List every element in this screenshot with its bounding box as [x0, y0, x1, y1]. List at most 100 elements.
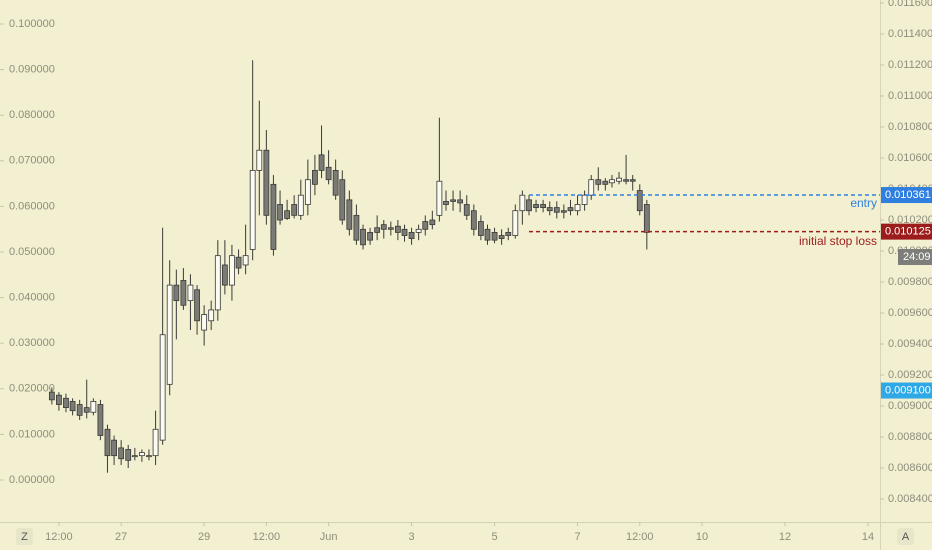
candle-body: [484, 228, 491, 241]
candle-body: [63, 397, 69, 408]
candle-body: [90, 400, 97, 413]
y-tick-label: 0.008400: [888, 493, 932, 505]
candle-body: [332, 169, 339, 196]
x-tick-label: Jun: [320, 531, 338, 543]
candle-body: [567, 207, 574, 212]
y-tick-label: 0.008600: [888, 462, 932, 474]
y2-tick-label: 0.020000: [9, 383, 55, 395]
candle-body: [180, 280, 187, 306]
candle-body: [263, 149, 270, 216]
candle-body: [574, 204, 581, 212]
candle-body: [284, 210, 291, 219]
candle-body: [540, 204, 547, 208]
countdown: 24:09: [903, 251, 931, 263]
y-tick-label: 0.011600: [888, 0, 932, 9]
candle-body: [533, 204, 539, 208]
x-tick-label: 27: [115, 531, 127, 543]
candle-body: [498, 235, 505, 240]
x-tick-label: 14: [862, 531, 874, 543]
y-tick-label: 0.011400: [888, 28, 932, 40]
price-tag: [881, 382, 932, 399]
candle-body: [588, 179, 595, 196]
candle-body: [353, 214, 360, 241]
zoom-button-bg[interactable]: [16, 528, 33, 545]
y2-tick-label: 0.090000: [9, 63, 55, 75]
candle-body: [546, 207, 553, 212]
y2-tick-label: 0.060000: [9, 200, 55, 212]
candle-body: [602, 180, 609, 185]
price-tag: [881, 187, 932, 204]
candle-body: [457, 199, 464, 204]
price-tag: [881, 223, 932, 240]
y-tick-label: 0.010800: [888, 121, 932, 133]
candle-body: [69, 400, 76, 412]
candle-body: [318, 154, 325, 171]
candle-body: [111, 439, 117, 457]
candle-body: [623, 179, 629, 182]
candle-body: [443, 200, 449, 205]
candle-body: [131, 455, 138, 458]
candle-body: [256, 149, 263, 171]
candle-body: [242, 255, 249, 266]
candle-body: [581, 194, 588, 205]
y-tick-label: 0.011000: [888, 90, 932, 102]
candle-body: [97, 404, 104, 436]
candle-body: [360, 228, 366, 246]
y-tick-label: 0.010600: [888, 152, 932, 164]
price-tag-label: 0.010361: [885, 189, 931, 201]
candle-body: [519, 194, 526, 212]
x-tick-label: 12:00: [45, 531, 73, 543]
x-tick-label: 29: [198, 531, 210, 543]
x-tick-label: 12:00: [253, 531, 281, 543]
zoom-button[interactable]: Z: [21, 531, 28, 543]
y-tick-label: 0.009800: [888, 276, 932, 288]
candle-body: [450, 199, 456, 202]
candle-body: [429, 219, 436, 226]
candle-body: [76, 404, 83, 416]
candle-body: [118, 447, 125, 460]
candle-body: [48, 391, 55, 401]
level-label: initial stop loss: [799, 234, 877, 248]
candle-body: [166, 284, 173, 385]
candle-body: [616, 177, 622, 182]
candle-body: [491, 232, 498, 241]
y2-tick-label: 0.000000: [9, 474, 55, 486]
candle-body: [229, 255, 235, 286]
candle-body: [312, 169, 318, 185]
x-tick-label: 3: [409, 531, 415, 543]
level-label: entry: [850, 196, 877, 210]
candle-body: [636, 190, 643, 212]
candle-body: [138, 452, 145, 457]
candle-body: [325, 166, 332, 181]
candle-body: [277, 204, 283, 221]
candle-body: [422, 221, 429, 230]
candle-body: [470, 210, 477, 230]
candle-body: [304, 179, 311, 205]
candle-body: [339, 179, 346, 221]
candle-body: [387, 227, 394, 230]
candle-body: [553, 207, 560, 213]
candle-body: [526, 199, 532, 212]
candle-body: [477, 221, 484, 236]
candle-body: [505, 232, 512, 236]
auto-button-bg[interactable]: [897, 528, 914, 545]
y2-tick-label: 0.070000: [9, 155, 55, 167]
candle-body: [297, 194, 304, 216]
y-tick-label: 0.011200: [888, 59, 932, 71]
candle-body: [629, 179, 636, 182]
candle-body: [173, 284, 180, 302]
candle-body: [249, 169, 256, 250]
candle-body: [125, 449, 132, 461]
candle-body: [380, 224, 387, 230]
candle-body: [291, 204, 298, 216]
y2-tick-label: 0.040000: [9, 292, 55, 304]
auto-button[interactable]: A: [902, 531, 910, 543]
candle-body: [194, 289, 200, 322]
candle-body: [463, 204, 470, 216]
candle-body: [560, 210, 567, 213]
candle-body: [270, 183, 277, 250]
candle-body: [83, 407, 90, 413]
candle-body: [346, 199, 353, 230]
x-tick-label: 7: [574, 531, 580, 543]
countdown-tag: [898, 249, 932, 265]
